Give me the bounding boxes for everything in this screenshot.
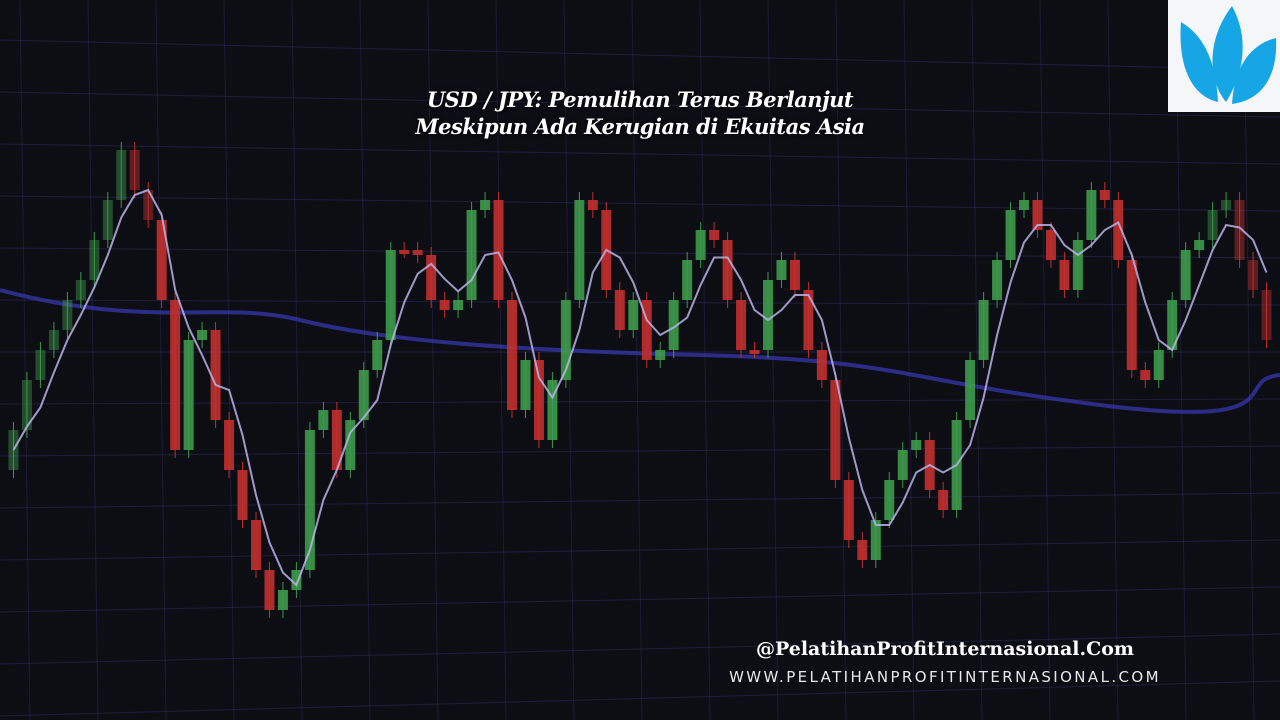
grid-line [0,143,1280,165]
long-moving-average-line [0,288,1280,414]
grid-line [971,0,983,720]
grid-line [155,0,167,720]
grid-line [767,0,779,720]
grid-line [0,492,1280,509]
grid-line [87,0,99,720]
grid-line [631,0,643,720]
grid-line [19,0,31,720]
brand-logo [1168,0,1280,112]
grid-line [495,0,507,720]
grid-line [0,680,1280,717]
grid-line [0,91,1280,118]
headline: USD / JPY: Pemulihan Terus Berlanjut Mes… [360,86,920,140]
grid-line [699,0,711,720]
headline-line-2: Meskipun Ada Kerugian di Ekuitas Asia [415,114,865,139]
grid-line [0,445,1280,457]
social-handle: @PelatihanProfitInternasional.Com [755,638,1135,660]
grid-line [1039,0,1051,720]
grid-line [1107,0,1119,720]
grid-line [223,0,235,720]
grid-line [0,247,1280,259]
lotus-icon [1180,6,1277,104]
grid-line [291,0,303,720]
grid-line [0,633,1280,665]
grid-line [1175,0,1187,720]
grid-line [0,39,1280,71]
moving-average-line [12,188,1268,587]
headline-line-1: USD / JPY: Pemulihan Terus Berlanjut [426,87,854,112]
grid-line [1243,0,1255,720]
grid-line [903,0,915,720]
website-url: WWW.PELATIHANPROFITINTERNASIONAL.COM [729,668,1161,686]
grid-line [835,0,847,720]
grid-line [359,0,371,720]
grid-line [0,195,1280,212]
grid-line [427,0,439,720]
candles [8,142,1272,618]
